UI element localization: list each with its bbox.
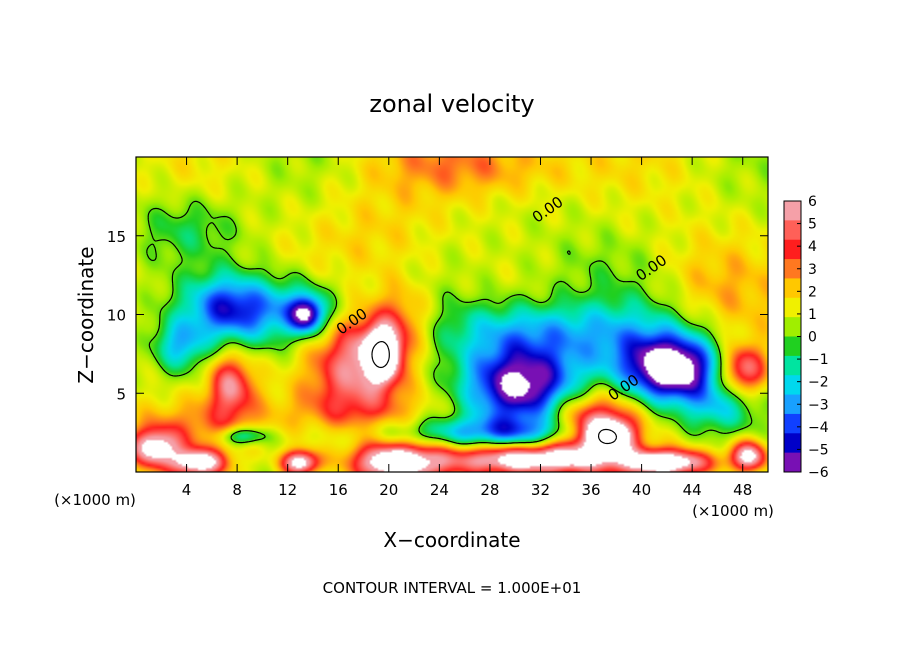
colorbar-tick-label: −3 [808,397,829,413]
colorbar-swatch [784,201,801,221]
contour-line [371,341,618,445]
x-unit-left: (×1000 m) [54,491,136,509]
colorbar-swatch [784,239,801,260]
colorbar-swatch [784,317,801,337]
colorbar-tick-label: −4 [808,420,829,436]
y-axis: 5 10 15 [107,228,768,403]
chart-title: zonal velocity [369,90,534,118]
y-tick-label: 15 [107,228,126,246]
colorbar-swatch [784,220,801,241]
colorbar-tick-label: 4 [808,239,817,255]
colorbar-swatch [784,297,801,318]
colorbar-swatch [784,259,801,279]
y-tick-label: 10 [107,307,126,325]
x-tick-label: 32 [531,481,550,499]
colorbar-tick-label: −2 [808,375,829,391]
colorbar-swatch [784,413,801,434]
colorbar-tick-label: 3 [808,262,817,278]
colorbar-tick-label: 1 [808,307,817,323]
colorbar-swatch [784,355,801,376]
colorbar-swatch [784,278,801,299]
colorbar-tick-label: −1 [808,352,829,368]
colorbar-tick-label: 0 [808,330,817,346]
velocity-field-image [136,157,768,472]
x-tick-label: 40 [632,481,651,499]
x-tick-label: 4 [182,481,192,499]
colorbar-tick-label: 5 [808,217,817,233]
contour-interval-footer: CONTOUR INTERVAL = 1.000E+01 [323,579,582,597]
y-tick-label: 5 [116,385,126,403]
colorbar-tick-label: 2 [808,284,817,300]
colorbar-swatch [784,375,801,396]
x-tick-label: 24 [430,481,449,499]
x-tick-label: 8 [232,481,242,499]
colorbar-tick-label: −5 [808,442,829,458]
x-axis: 4 8 12 16 20 24 28 32 36 40 44 48 [182,157,752,499]
velocity-field [136,157,768,472]
colorbar-swatch [784,452,801,473]
colorbar-swatch [784,394,801,415]
x-tick-label: 28 [480,481,499,499]
colorbar-tick-label: −6 [808,465,829,481]
x-axis-label: X−coordinate [383,528,520,552]
y-axis-label: Z−coordinate [74,246,98,383]
x-unit-right: (×1000 m) [692,502,774,520]
x-tick-label: 48 [733,481,752,499]
colorbar-tick-label: 6 [808,194,817,210]
contour-lines [146,200,753,445]
colorbar: 6 5 4 3 2 1 0 −1 −2 −3 −4 −5 −6 [783,194,829,481]
x-tick-label: 36 [581,481,600,499]
x-tick-label: 44 [683,481,702,499]
x-tick-label: 12 [278,481,297,499]
x-tick-label: 20 [379,481,398,499]
colorbar-swatch [784,336,801,357]
x-tick-label: 16 [329,481,348,499]
colorbar-swatch [784,433,801,454]
contour-line [146,200,753,445]
